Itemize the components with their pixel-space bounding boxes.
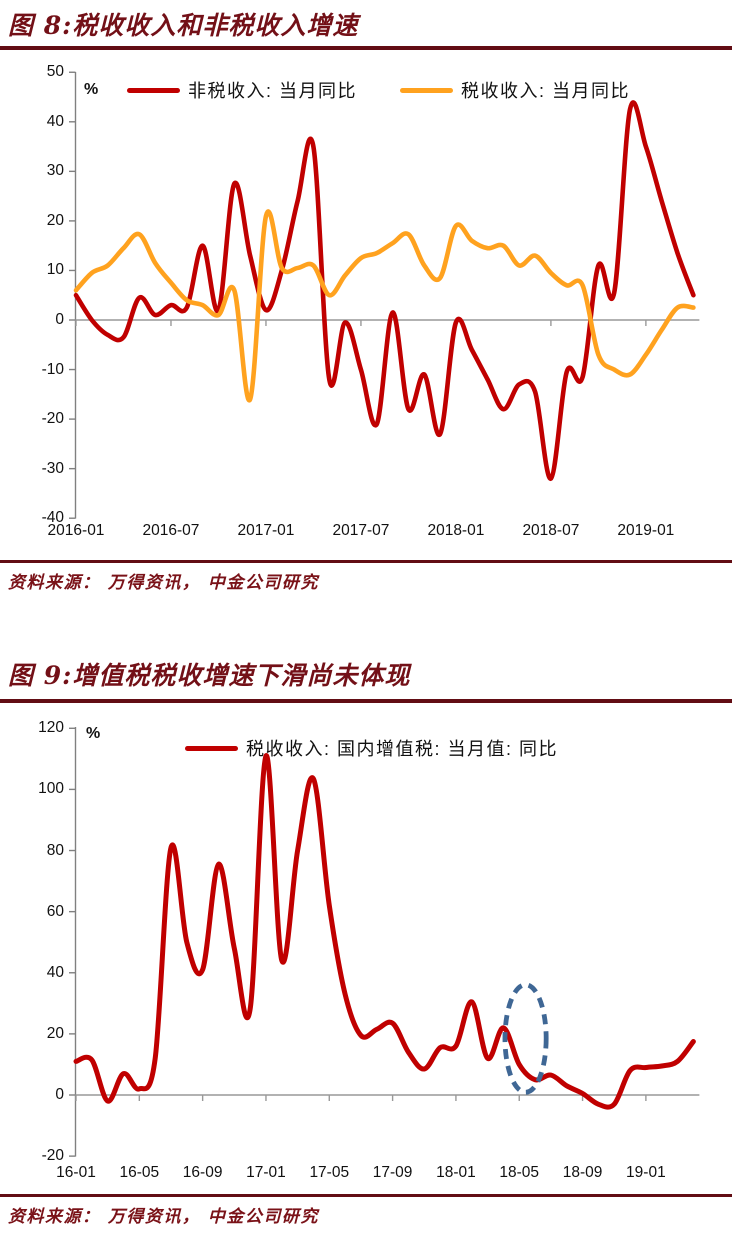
legend-line-swatch-vat bbox=[185, 745, 238, 751]
annotation-ellipse bbox=[502, 982, 549, 1095]
y-tick-label: -20 bbox=[41, 1147, 64, 1165]
figure-8-source-note: 资料来源： 万得资讯， 中金公司研究 bbox=[8, 573, 319, 593]
legend-label-vat: 税收收入: 国内增值税: 当月值: 同比 bbox=[246, 739, 559, 759]
figure-8-legend-item-tax: 税收收入: 当月同比 bbox=[400, 78, 630, 102]
y-tick-label: 20 bbox=[46, 211, 64, 229]
x-tick-label: 16-09 bbox=[182, 1164, 223, 1181]
y-tick-label: -30 bbox=[41, 459, 64, 477]
x-tick-label: 18-09 bbox=[562, 1164, 603, 1181]
figure-9-source-note: 资料来源： 万得资讯， 中金公司研究 bbox=[8, 1207, 319, 1227]
y-tick-label: 40 bbox=[46, 112, 64, 130]
y-tick-label: 80 bbox=[46, 841, 64, 859]
x-tick-label: 17-05 bbox=[309, 1164, 350, 1181]
figure-9-title: 图 9:增值税税收增速下滑尚未体现 bbox=[8, 661, 411, 690]
y-tick-label: 10 bbox=[46, 261, 64, 279]
figure-8-unit-label: % bbox=[84, 81, 99, 98]
figure-8-legend-item-nontax: 非税收入: 当月同比 bbox=[127, 78, 357, 102]
series-line-vat bbox=[73, 753, 696, 1110]
x-tick-label: 16-05 bbox=[119, 1164, 160, 1181]
y-tick-label: 40 bbox=[46, 963, 64, 981]
x-tick-label: 19-01 bbox=[626, 1164, 666, 1181]
y-tick-label: -10 bbox=[41, 360, 64, 378]
y-tick-label: 100 bbox=[38, 780, 64, 798]
y-tick-label: 20 bbox=[46, 1024, 64, 1042]
x-tick-label: 2018-07 bbox=[522, 522, 580, 539]
series-line-tax-revenue bbox=[73, 209, 696, 403]
y-tick-label: 0 bbox=[55, 1086, 64, 1103]
y-tick-label: 120 bbox=[38, 719, 64, 737]
figure-9-unit-label: % bbox=[86, 725, 101, 742]
x-tick-label: 17-01 bbox=[246, 1164, 286, 1181]
figure-9-title-underline bbox=[0, 699, 732, 703]
x-tick-label: 18-01 bbox=[436, 1164, 476, 1181]
legend-label-tax: 税收收入: 当月同比 bbox=[461, 81, 631, 101]
legend-line-swatch-red bbox=[127, 87, 180, 93]
figure-8-title: 图 8:税收收入和非税收入增速 bbox=[8, 11, 359, 40]
x-tick-label: 16-01 bbox=[56, 1164, 96, 1181]
y-tick-label: -40 bbox=[41, 509, 64, 527]
x-tick-label: 2016-07 bbox=[142, 522, 200, 539]
y-tick-label: -20 bbox=[41, 410, 64, 428]
x-tick-label: 2017-01 bbox=[237, 522, 295, 539]
figure-9-source-rule bbox=[0, 1194, 732, 1197]
y-tick-label: 50 bbox=[46, 63, 64, 81]
x-tick-label: 2017-07 bbox=[332, 522, 390, 539]
figure-8-source-rule bbox=[0, 560, 732, 563]
x-tick-label: 18-05 bbox=[499, 1164, 540, 1181]
y-tick-label: 60 bbox=[46, 902, 64, 920]
x-tick-label: 17-09 bbox=[372, 1164, 413, 1181]
figure-8-title-underline bbox=[0, 46, 732, 50]
x-tick-label: 2018-01 bbox=[427, 522, 485, 539]
y-tick-label: 30 bbox=[46, 162, 64, 180]
y-tick-label: 0 bbox=[55, 311, 64, 328]
series-line-non-tax-revenue bbox=[73, 100, 696, 481]
legend-line-swatch-orange bbox=[400, 87, 453, 93]
figure-9-legend-item-vat: 税收收入: 国内增值税: 当月值: 同比 bbox=[185, 736, 558, 760]
x-tick-label: 2019-01 bbox=[617, 522, 675, 539]
x-tick-label: 2016-01 bbox=[47, 522, 105, 539]
legend-label-nontax: 非税收入: 当月同比 bbox=[188, 81, 358, 101]
